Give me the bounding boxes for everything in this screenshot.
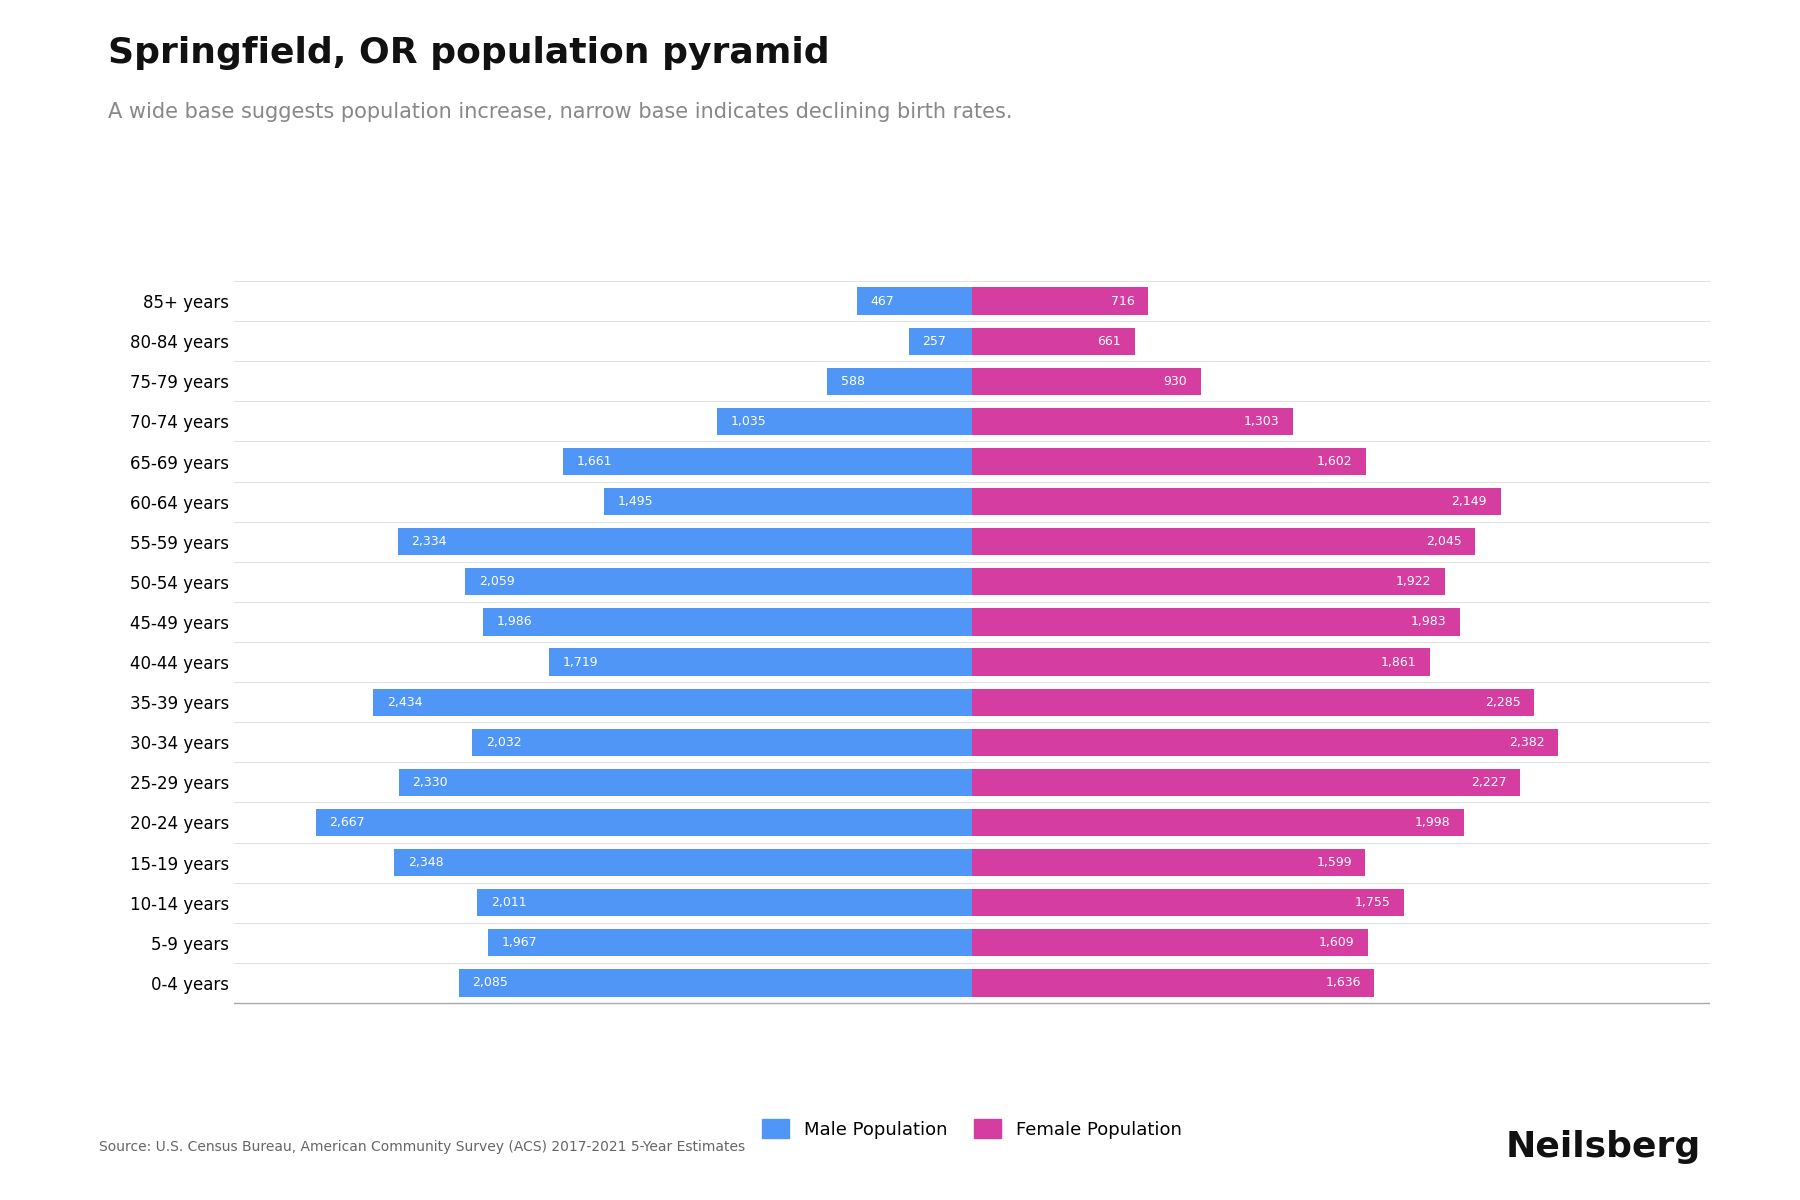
Text: 1,755: 1,755 [1354,896,1390,910]
Bar [317,809,972,836]
Text: 1,967: 1,967 [502,936,536,949]
Text: 467: 467 [871,294,895,307]
Bar [972,569,1445,595]
Bar [400,769,972,796]
Text: 2,434: 2,434 [387,696,423,709]
Bar [972,728,1559,756]
Bar [972,408,1292,436]
Text: 2,348: 2,348 [409,856,443,869]
Bar [972,328,1134,355]
Text: 1,983: 1,983 [1411,616,1445,629]
Text: 661: 661 [1098,335,1121,348]
Text: 2,285: 2,285 [1485,696,1521,709]
Bar [972,970,1375,996]
Text: 2,334: 2,334 [412,535,446,548]
Text: 257: 257 [922,335,947,348]
Text: 716: 716 [1111,294,1134,307]
Text: 1,998: 1,998 [1415,816,1451,829]
Text: 2,085: 2,085 [473,977,508,990]
Bar [972,848,1366,876]
Bar [909,328,972,355]
Text: 1,599: 1,599 [1316,856,1352,869]
Bar [484,608,972,636]
Bar [972,889,1404,917]
Text: 1,986: 1,986 [497,616,533,629]
Text: 588: 588 [841,374,864,388]
Text: Springfield, OR population pyramid: Springfield, OR population pyramid [108,36,830,70]
Text: 1,609: 1,609 [1319,936,1354,949]
Text: 930: 930 [1163,374,1188,388]
Text: 1,495: 1,495 [617,496,653,508]
Text: 2,382: 2,382 [1508,736,1544,749]
Text: 1,636: 1,636 [1325,977,1361,990]
Bar [373,689,972,715]
Text: 1,661: 1,661 [578,455,612,468]
Bar [563,448,972,475]
Text: 2,011: 2,011 [491,896,526,910]
Bar [972,448,1366,475]
Bar [605,488,972,515]
Bar [459,970,972,996]
Bar [972,488,1501,515]
Text: 1,719: 1,719 [563,655,598,668]
Bar [466,569,972,595]
Legend: Male Population, Female Population: Male Population, Female Population [752,1110,1192,1147]
Bar [398,528,972,556]
Text: 2,227: 2,227 [1471,776,1507,788]
Text: 1,303: 1,303 [1244,415,1280,428]
Bar [472,728,972,756]
Bar [972,528,1474,556]
Text: 1,922: 1,922 [1395,575,1431,588]
Text: A wide base suggests population increase, narrow base indicates declining birth : A wide base suggests population increase… [108,102,1012,122]
Text: 2,667: 2,667 [329,816,365,829]
Bar [828,367,972,395]
Bar [718,408,972,436]
Text: 2,330: 2,330 [412,776,448,788]
Text: 2,032: 2,032 [486,736,522,749]
Bar [549,648,972,676]
Bar [972,689,1534,715]
Bar [972,809,1463,836]
Bar [972,288,1148,314]
Text: 1,602: 1,602 [1318,455,1352,468]
Bar [972,608,1460,636]
Bar [972,648,1429,676]
Text: 1,035: 1,035 [731,415,767,428]
Bar [477,889,972,917]
Bar [972,769,1519,796]
Text: 1,861: 1,861 [1381,655,1417,668]
Bar [394,848,972,876]
Bar [488,929,972,956]
Text: 2,059: 2,059 [479,575,515,588]
Bar [972,929,1368,956]
Text: 2,045: 2,045 [1426,535,1462,548]
Text: 2,149: 2,149 [1451,496,1487,508]
Text: Source: U.S. Census Bureau, American Community Survey (ACS) 2017-2021 5-Year Est: Source: U.S. Census Bureau, American Com… [99,1140,745,1154]
Text: Neilsberg: Neilsberg [1507,1130,1701,1164]
Bar [857,288,972,314]
Bar [972,367,1201,395]
